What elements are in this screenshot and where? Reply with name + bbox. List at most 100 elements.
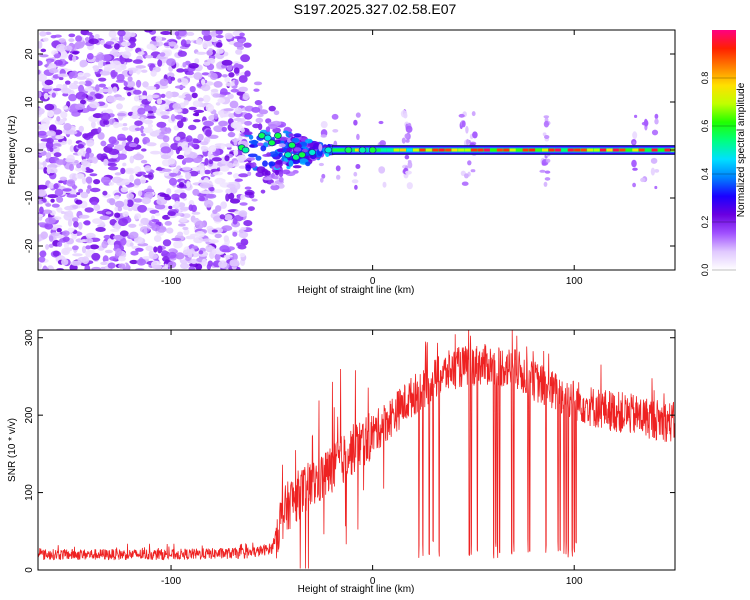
snr-x-tick-label: 100 bbox=[566, 576, 583, 587]
spectrogram-noise-blob bbox=[153, 246, 158, 253]
spectrogram-noise-blob bbox=[85, 176, 93, 184]
spectrogram-transition-blob bbox=[325, 152, 330, 157]
spectrogram-noise-blob bbox=[177, 146, 183, 152]
spectrogram-noise-blob bbox=[201, 72, 210, 76]
spectrogram-noise-blob bbox=[58, 38, 66, 43]
spectrogram-noise-blob bbox=[167, 261, 177, 269]
spectrogram-noise-blob bbox=[121, 41, 131, 47]
spectrogram-carrier-segment bbox=[406, 148, 413, 152]
spectrogram-y-label: Frequency (Hz) bbox=[7, 116, 18, 185]
spectrogram-carrier-segment bbox=[477, 148, 484, 152]
spectrogram-noise-blob bbox=[155, 35, 162, 43]
spectrogram-noise-blob bbox=[45, 152, 52, 159]
spectrogram-noise-blob bbox=[186, 31, 195, 36]
spectrogram-noise-blob bbox=[76, 163, 82, 169]
spectrogram-transition-blob bbox=[293, 147, 302, 152]
spectrogram-carrier-segment bbox=[425, 148, 432, 152]
spectrogram-onset-blob bbox=[308, 148, 317, 156]
spectrogram-noise-blob bbox=[97, 127, 102, 133]
spectrogram-noise-blob bbox=[188, 106, 197, 111]
snr-y-tick-label: 300 bbox=[24, 329, 35, 346]
spectrogram-sidelobe bbox=[632, 131, 638, 140]
spectrogram-noise-blob bbox=[126, 199, 134, 208]
spectrogram-noise-blob bbox=[43, 117, 53, 121]
spectrogram-noise-blob bbox=[204, 199, 214, 208]
spectrogram-noise-blob bbox=[68, 33, 76, 38]
spectrogram-noise-blob bbox=[38, 200, 44, 205]
spectrogram-noise-blob bbox=[209, 31, 218, 37]
spectrogram-noise-blob bbox=[62, 105, 69, 110]
spectrogram-noise-blob bbox=[211, 248, 217, 255]
spectrogram-noise-blob bbox=[137, 190, 143, 197]
spectrogram-noise-blob bbox=[48, 63, 56, 68]
spectrogram-transition-blob bbox=[305, 161, 311, 167]
spectrogram-noise-blob bbox=[85, 232, 96, 240]
spectrogram-transition-blob bbox=[248, 134, 254, 140]
spectrogram-noise-blob bbox=[221, 126, 227, 132]
spectrogram-noise-blob bbox=[175, 252, 185, 260]
spectrogram-carrier-segment bbox=[645, 148, 652, 152]
spectrogram-sidelobe bbox=[318, 143, 323, 152]
spectrogram-noise-blob bbox=[213, 125, 225, 133]
snr-panel: -100 0 100 0 100 200 300 Height of straight li… bbox=[7, 329, 676, 595]
spectrogram-transition-blob bbox=[268, 151, 279, 158]
spectrogram-noise-blob bbox=[114, 43, 120, 50]
spectrogram-noise-blob bbox=[187, 71, 194, 76]
spectrogram-noise-blob bbox=[237, 121, 242, 130]
spectrogram-onset-blob bbox=[298, 151, 307, 159]
spectrogram-onset-blob bbox=[273, 132, 282, 140]
spectrogram-sidelobe bbox=[378, 120, 384, 125]
spectrogram-onset-blob bbox=[324, 146, 333, 154]
spectrogram-carrier-segment bbox=[554, 148, 561, 152]
spectrogram-carrier-segment bbox=[412, 148, 419, 152]
spectrogram-sidelobe bbox=[654, 113, 659, 119]
spectrogram-transition-blob bbox=[288, 160, 294, 167]
spectrogram-transition-blob bbox=[305, 138, 313, 144]
spectrogram-noise-blob bbox=[46, 130, 56, 137]
spectrogram-noise-blob bbox=[46, 166, 51, 175]
spectrogram-noise-blob bbox=[75, 173, 85, 180]
spectrogram-noise-blob bbox=[133, 89, 142, 95]
spectrogram-transition-blob bbox=[244, 113, 253, 119]
spectrogram-x-tick-label: -100 bbox=[161, 276, 181, 287]
spectrogram-noise-blob bbox=[183, 99, 189, 106]
spectrogram-noise-blob bbox=[89, 244, 100, 250]
spectrogram-sidelobe bbox=[320, 134, 327, 138]
spectrogram-noise-blob bbox=[39, 250, 47, 258]
spectrogram-carrier-segment bbox=[374, 148, 381, 152]
spectrogram-noise-blob bbox=[144, 30, 153, 33]
spectrogram-noise-blob bbox=[207, 151, 212, 158]
spectrogram-noise-blob bbox=[80, 99, 86, 105]
snr-y-tick-label: 0 bbox=[24, 567, 35, 573]
spectrogram-noise-blob bbox=[88, 38, 99, 45]
spectrogram-noise-blob bbox=[81, 245, 87, 254]
spectrogram-noise-blob bbox=[193, 119, 201, 123]
spectrogram-sidelobe bbox=[353, 119, 358, 126]
spectrogram-noise-blob bbox=[50, 35, 57, 39]
spectrogram-noise-blob bbox=[141, 95, 147, 100]
spectrogram-transition-blob bbox=[244, 186, 252, 190]
spectrogram-noise-blob bbox=[45, 217, 56, 225]
spectrogram-noise-blob bbox=[120, 56, 126, 65]
spectrogram-noise-blob bbox=[151, 264, 163, 270]
spectrogram-noise-blob bbox=[75, 103, 85, 110]
spectrogram-noise-blob bbox=[137, 204, 148, 213]
spectrogram-noise-blob bbox=[79, 61, 87, 68]
spectrogram-noise-blob bbox=[166, 58, 176, 66]
spectrogram-noise-blob bbox=[66, 179, 76, 187]
spectrogram-noise-blob bbox=[199, 168, 205, 176]
spectrogram-noise-blob bbox=[205, 103, 215, 112]
spectrogram-noise-blob bbox=[171, 237, 182, 241]
spectrogram-noise-blob bbox=[115, 248, 122, 257]
spectrogram-noise-blob bbox=[106, 95, 117, 103]
spectrogram-noise-blob bbox=[242, 92, 250, 101]
spectrogram-noise-blob bbox=[95, 73, 101, 78]
colorbar: 0.0 0.2 0.4 0.6 0.8 Normalized spectral ampl… bbox=[700, 30, 747, 276]
spectrogram-onset-blob bbox=[241, 146, 250, 154]
spectrogram-noise-blob bbox=[120, 167, 126, 175]
spectrogram-noise-blob bbox=[193, 109, 205, 113]
spectrogram-noise-blob bbox=[85, 238, 94, 244]
spectrogram-noise-blob bbox=[179, 217, 188, 223]
